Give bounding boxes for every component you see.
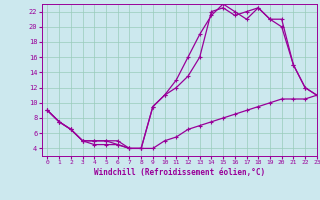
X-axis label: Windchill (Refroidissement éolien,°C): Windchill (Refroidissement éolien,°C): [94, 168, 265, 177]
